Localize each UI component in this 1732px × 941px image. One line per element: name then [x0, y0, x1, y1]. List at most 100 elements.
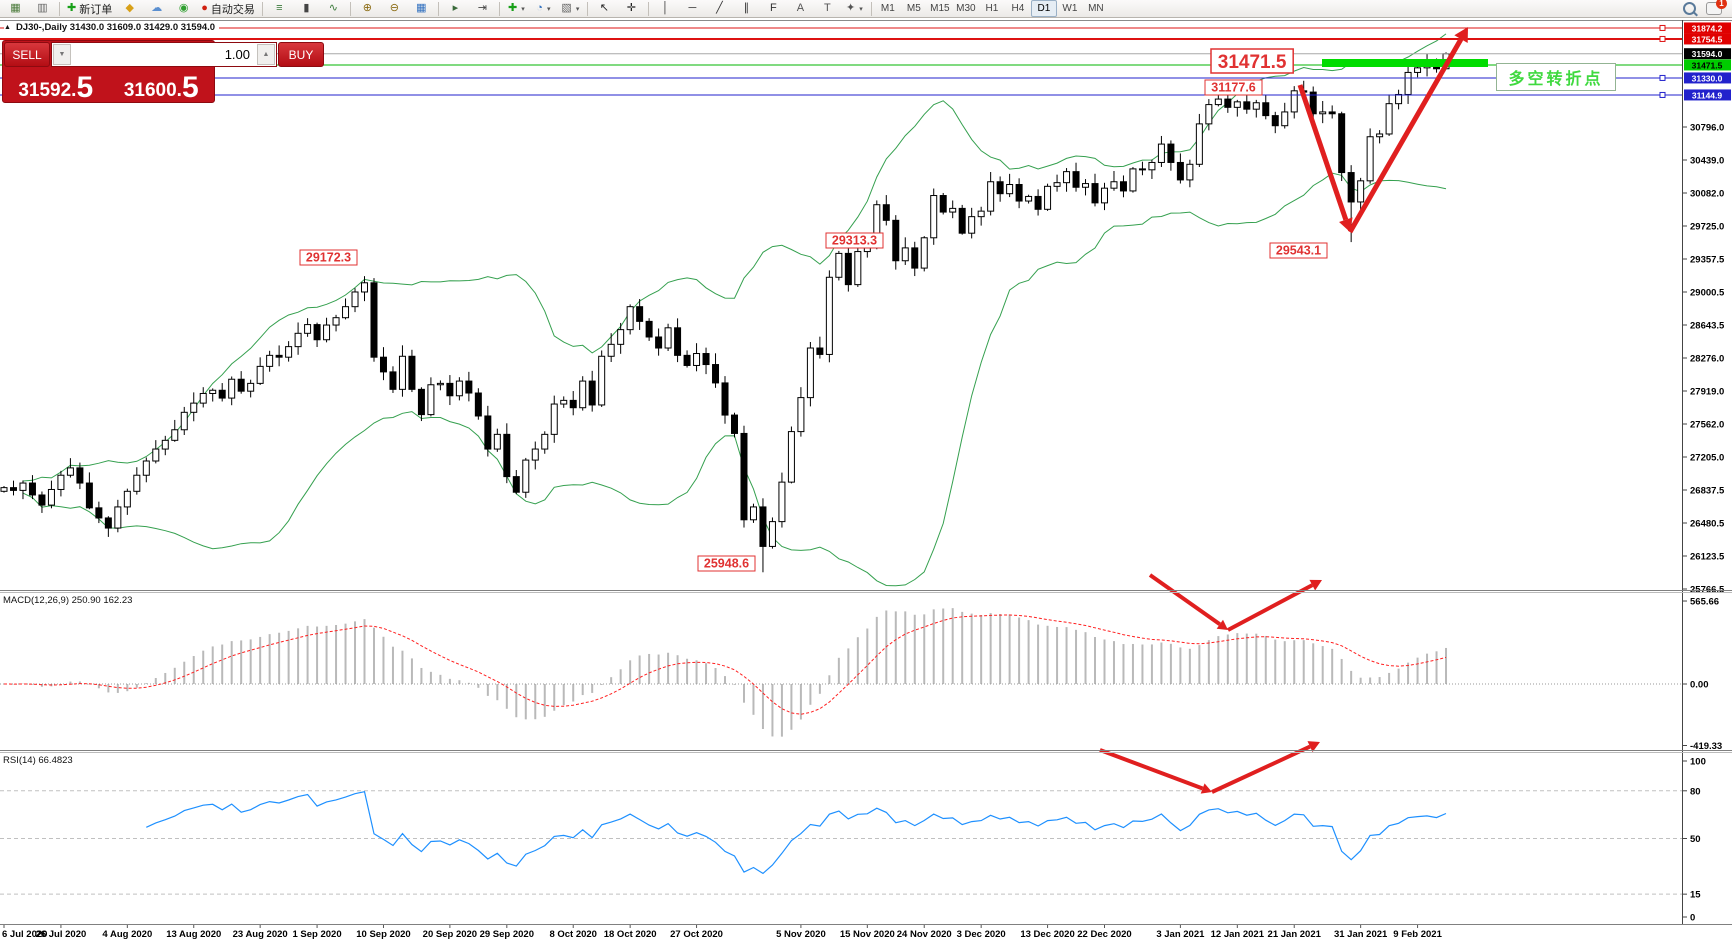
new-order-button[interactable]: ✚ 新订单: [63, 0, 116, 18]
fibonacci-button[interactable]: F: [760, 0, 787, 18]
date-label: 26 Jul 2020: [36, 929, 87, 940]
volume-increase-button[interactable]: ▲: [257, 44, 275, 65]
trendline-button[interactable]: ╱: [706, 0, 733, 18]
toolbar-separator: [586, 1, 588, 16]
line-handle[interactable]: [1659, 91, 1666, 98]
price-callout[interactable]: 29313.3: [825, 232, 884, 249]
macd-panel: [0, 608, 1682, 737]
trend-arrow[interactable]: [1211, 741, 1320, 794]
chart-title: ▲ DJ30-,Daily 31430.0 31609.0 31429.0 31…: [4, 22, 220, 33]
trend-arrow[interactable]: [1148, 573, 1228, 630]
candlestick-mode-button[interactable]: ▮: [293, 0, 320, 18]
price-callout[interactable]: 31177.6: [1204, 79, 1263, 96]
channel-icon: ∥: [743, 2, 750, 14]
timeframe-h1[interactable]: H1: [985, 3, 999, 14]
label-button[interactable]: T: [814, 0, 841, 18]
line-handle[interactable]: [1659, 35, 1666, 42]
svg-text:29000.5: 29000.5: [1690, 288, 1725, 299]
chevron-down-icon: ▾: [546, 5, 551, 13]
auto-trading-button[interactable]: ● 自动交易: [197, 0, 259, 18]
notifications-icon[interactable]: 1: [1706, 0, 1727, 15]
symbol-marker-icon: ▲: [4, 24, 11, 31]
line-chart-mode-button[interactable]: ∿: [320, 0, 347, 18]
timeframe-mn[interactable]: MN: [1088, 3, 1104, 14]
notification-badge: 1: [1716, 0, 1727, 9]
price-callout[interactable]: 29543.1: [1269, 242, 1328, 259]
rsi-panel: [0, 790, 1682, 895]
period-selector-icon: ◔: [536, 2, 543, 14]
signals-button[interactable]: ◉: [170, 0, 197, 18]
date-label: 10 Sep 2020: [356, 929, 410, 940]
history-center-button[interactable]: ◆: [116, 0, 143, 18]
line-handle[interactable]: [1659, 74, 1666, 81]
green-highlight-bar[interactable]: [1322, 59, 1488, 67]
bar-chart-mode-button[interactable]: ≡: [266, 0, 293, 18]
timeframe-m15[interactable]: M15: [930, 3, 950, 14]
date-label: 3 Jan 2021: [1156, 929, 1205, 940]
date-label: 12 Jan 2021: [1211, 929, 1265, 940]
sell-price[interactable]: 31592. 5: [18, 70, 94, 104]
template-button[interactable]: ▧ ▾: [557, 0, 584, 18]
new-chart-button[interactable]: ▦: [2, 0, 29, 18]
timeframe-w1[interactable]: W1: [1062, 3, 1078, 14]
svg-text:28276.0: 28276.0: [1690, 354, 1724, 365]
vertical-line-icon: │: [661, 2, 669, 14]
auto-scroll-button[interactable]: ▸: [442, 0, 469, 18]
timeframe-m5[interactable]: M5: [906, 3, 921, 14]
svg-text:31754.5: 31754.5: [1692, 34, 1723, 44]
price-callout[interactable]: 29172.3: [299, 249, 358, 266]
zoom-in-button[interactable]: ⊕: [354, 0, 381, 18]
trend-arrow[interactable]: [1347, 27, 1468, 234]
trend-arrow[interactable]: [1099, 748, 1212, 794]
buy-button[interactable]: BUY: [278, 42, 324, 67]
svg-text:-419.33: -419.33: [1690, 741, 1722, 752]
line-handle[interactable]: [1659, 24, 1666, 31]
zoom-out-button[interactable]: ⊖: [381, 0, 408, 18]
cursor-button[interactable]: ↖: [591, 0, 618, 18]
auto-scroll-icon: ▸: [452, 2, 459, 14]
vertical-line-button[interactable]: │: [652, 0, 679, 18]
date-label: 13 Aug 2020: [166, 929, 221, 940]
sell-button[interactable]: SELL: [4, 42, 50, 67]
svg-text:25948.6: 25948.6: [704, 557, 749, 571]
toolbar-separator: [261, 1, 263, 16]
svg-text:26837.5: 26837.5: [1690, 486, 1725, 497]
date-label: 22 Dec 2020: [1077, 929, 1131, 940]
trend-arrow[interactable]: [1297, 84, 1353, 232]
add-indicator-button[interactable]: ✚ ▾: [503, 0, 530, 18]
text-button[interactable]: A: [787, 0, 814, 18]
trend-arrow[interactable]: [1227, 579, 1322, 632]
timeframe-m30[interactable]: M30: [956, 3, 976, 14]
svg-text:31330.0: 31330.0: [1692, 73, 1723, 83]
price-callout[interactable]: 31471.5: [1210, 48, 1294, 74]
label-icon: T: [824, 2, 831, 14]
period-selector-button[interactable]: ◔ ▾: [530, 0, 557, 18]
shapes-button[interactable]: ✦ ▾: [841, 0, 868, 18]
zoom-in-icon: ⊕: [362, 2, 372, 14]
date-label: 4 Aug 2020: [102, 929, 152, 940]
turning-point-annotation[interactable]: 多空转折点: [1496, 63, 1616, 91]
trendline-icon: ╱: [716, 2, 723, 14]
volume-input[interactable]: [72, 43, 256, 66]
date-label: 6 Jul 2020: [2, 929, 47, 940]
toolbar-separator: [349, 1, 351, 16]
chart-profiles-button[interactable]: ▥: [29, 0, 56, 18]
timeframe-h4[interactable]: H4: [1011, 3, 1025, 14]
publisher-button[interactable]: ☁: [143, 0, 170, 18]
candlestick-mode-icon: ▮: [303, 2, 310, 14]
chart-shift-button[interactable]: ⇥: [469, 0, 496, 18]
timeframe-m1[interactable]: M1: [880, 3, 895, 14]
chevron-down-icon: ▾: [521, 5, 525, 13]
channel-button[interactable]: ∥: [733, 0, 760, 18]
tile-windows-button[interactable]: ▦: [408, 0, 435, 18]
price-callout[interactable]: 25948.6: [697, 555, 756, 572]
svg-text:26480.5: 26480.5: [1690, 519, 1725, 530]
timeframe-d1[interactable]: D1: [1030, 0, 1057, 17]
date-label: 1 Sep 2020: [293, 929, 342, 940]
svg-text:29725.0: 29725.0: [1690, 222, 1724, 233]
horizontal-line-button[interactable]: ─: [679, 0, 706, 18]
volume-decrease-button[interactable]: ▼: [53, 44, 71, 65]
buy-price[interactable]: 31600. 5: [123, 70, 199, 104]
crosshair-button[interactable]: ✛: [618, 0, 645, 18]
search-icon[interactable]: [1683, 2, 1696, 15]
